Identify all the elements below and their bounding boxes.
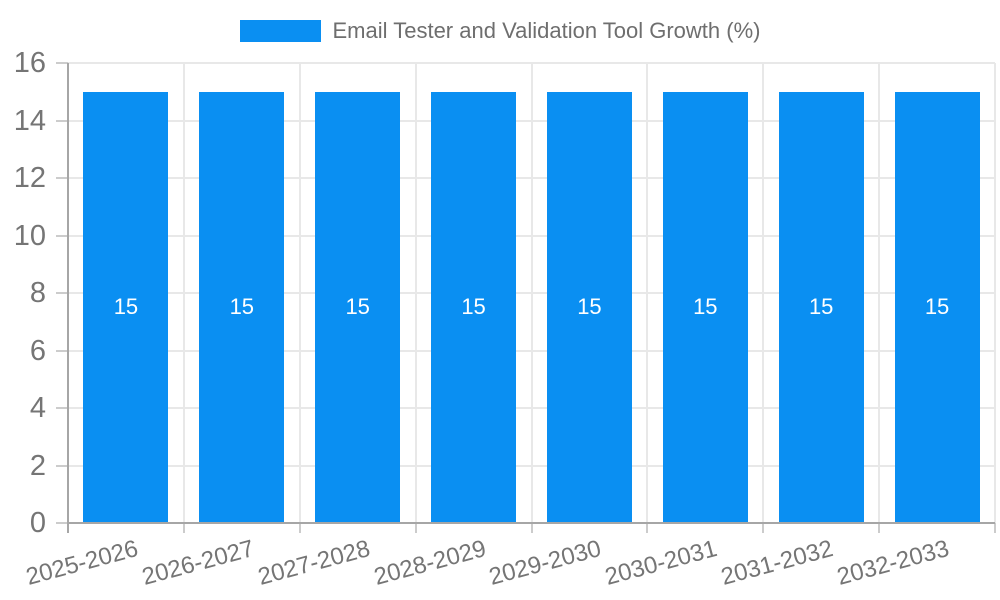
bar[interactable]: 15 bbox=[546, 91, 632, 523]
x-tick-mark bbox=[994, 523, 996, 533]
y-tick-mark bbox=[56, 177, 68, 179]
y-axis-tick-label: 0 bbox=[29, 507, 46, 539]
y-axis-line bbox=[67, 63, 69, 533]
y-axis-tick-label: 8 bbox=[29, 277, 46, 309]
gridline-vertical bbox=[530, 63, 533, 523]
bar[interactable]: 15 bbox=[778, 91, 864, 523]
x-tick-mark bbox=[878, 523, 881, 533]
bar[interactable]: 15 bbox=[662, 91, 748, 523]
gridline-vertical bbox=[878, 63, 881, 523]
legend-item[interactable]: Email Tester and Validation Tool Growth … bbox=[0, 17, 1000, 45]
y-tick-mark bbox=[56, 349, 68, 352]
gridline-vertical bbox=[646, 63, 649, 523]
x-tick-mark bbox=[182, 523, 185, 533]
plot-area: 15 15 15 15 15 15 15 15 bbox=[68, 62, 996, 524]
y-axis-tick-label: 6 bbox=[29, 334, 46, 367]
y-tick-mark bbox=[56, 407, 68, 409]
bar-value-label: 15 bbox=[345, 294, 370, 320]
gridline-vertical bbox=[762, 63, 765, 523]
bar[interactable]: 15 bbox=[199, 91, 285, 523]
y-axis-tick-label: 14 bbox=[13, 104, 46, 137]
y-tick-mark bbox=[56, 522, 68, 524]
y-tick-mark bbox=[56, 234, 68, 237]
y-tick-mark bbox=[56, 119, 68, 122]
bar-value-label: 15 bbox=[229, 294, 255, 320]
y-axis-tick-label: 12 bbox=[13, 162, 46, 194]
gridline-vertical bbox=[182, 63, 185, 523]
y-tick-mark bbox=[56, 292, 68, 294]
y-tick-mark bbox=[56, 464, 68, 467]
bar-value-label: 15 bbox=[113, 294, 139, 320]
x-axis-line bbox=[68, 522, 995, 524]
gridline-vertical bbox=[298, 63, 301, 523]
gridline-vertical bbox=[414, 63, 417, 523]
legend-swatch bbox=[239, 20, 321, 42]
y-tick-mark bbox=[56, 62, 68, 64]
bar[interactable]: 15 bbox=[431, 91, 517, 523]
bar-value-label: 15 bbox=[577, 294, 602, 320]
gridline-vertical bbox=[994, 63, 996, 523]
y-axis-tick-label: 2 bbox=[29, 449, 46, 482]
bar-value-label: 15 bbox=[461, 294, 486, 320]
y-axis-tick-label: 4 bbox=[29, 392, 46, 424]
bar-value-label: 15 bbox=[693, 294, 718, 320]
x-tick-mark bbox=[762, 523, 765, 533]
bar[interactable]: 15 bbox=[83, 91, 169, 523]
bar[interactable]: 15 bbox=[315, 91, 401, 523]
chart-title: Email Tester and Validation Tool Growth … bbox=[332, 18, 761, 43]
bar-value-label: 15 bbox=[924, 294, 950, 320]
x-tick-mark bbox=[646, 523, 649, 533]
x-tick-mark bbox=[298, 523, 301, 533]
y-axis-tick-label: 16 bbox=[13, 47, 46, 79]
x-tick-mark bbox=[414, 523, 417, 533]
bar[interactable]: 15 bbox=[894, 91, 980, 523]
bar-value-label: 15 bbox=[808, 294, 834, 320]
y-axis-tick-label: 10 bbox=[13, 219, 46, 252]
x-tick-mark bbox=[530, 523, 533, 533]
